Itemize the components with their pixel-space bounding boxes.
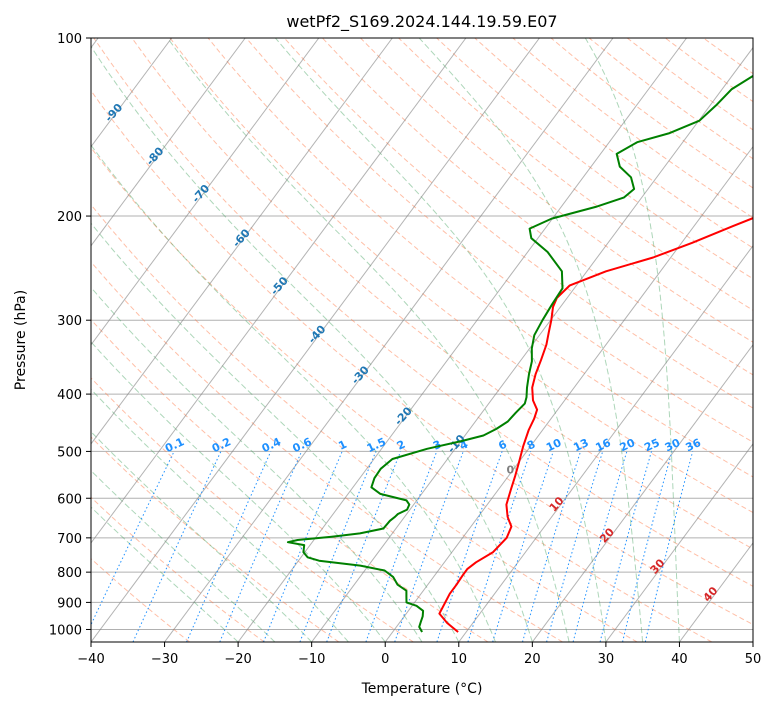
mixing-ratio-label: 25 <box>642 436 661 454</box>
y-tick-label: 1000 <box>49 623 82 638</box>
dry-adiabat <box>91 318 489 642</box>
y-axis-label: Pressure (hPa) <box>13 290 29 390</box>
isotherm <box>605 443 753 642</box>
y-tick-label: 800 <box>57 566 82 581</box>
dry-adiabat <box>91 436 340 642</box>
x-tick-label: 30 <box>598 652 615 667</box>
isotherm <box>91 38 320 346</box>
mixing-ratio-line <box>263 451 343 642</box>
mixing-ratio-label: 36 <box>684 436 704 454</box>
series-line-0 <box>438 217 753 633</box>
y-tick-label: 600 <box>57 492 82 507</box>
mixing-ratio-line <box>299 451 377 642</box>
isotherm-label: 0 <box>506 464 514 477</box>
dry-adiabat <box>169 38 753 514</box>
isotherm <box>237 38 687 642</box>
mixing-ratio-line <box>546 451 604 642</box>
isotherm <box>531 343 753 642</box>
y-tick-label: 500 <box>57 445 82 460</box>
dry-adiabat <box>245 38 753 443</box>
moist-adiabat <box>584 38 680 642</box>
isotherm <box>91 38 393 445</box>
x-tick-label: −10 <box>298 652 325 667</box>
y-tick-label: 300 <box>57 314 82 329</box>
mixing-ratio-label: 16 <box>593 436 613 454</box>
mixing-ratio-label: 20 <box>618 436 638 454</box>
dry-adiabat <box>91 203 638 642</box>
series-line-1 <box>286 74 753 633</box>
mixing-ratio-line <box>599 451 652 642</box>
mixing-ratio-label: 10 <box>544 436 564 454</box>
isotherm <box>91 38 246 247</box>
dry-adiabat <box>91 89 753 626</box>
x-tick-label: 40 <box>671 652 688 667</box>
x-tick-label: 50 <box>745 652 762 667</box>
moist-adiabat <box>91 144 497 642</box>
moist-adiabat <box>275 38 607 642</box>
mixing-ratio-line <box>326 451 402 642</box>
mixing-ratio-line <box>219 451 303 642</box>
profile-series <box>286 74 753 633</box>
mixing-ratio-line <box>394 451 464 642</box>
x-tick-label: −30 <box>151 652 178 667</box>
mixing-ratio-line <box>572 451 628 642</box>
mixing-ratio-label: 30 <box>663 436 683 454</box>
isotherm <box>91 38 173 148</box>
mixing-ratio-line <box>644 451 694 642</box>
moist-adiabat <box>91 388 349 642</box>
plot-frame <box>90 37 754 643</box>
mixing-ratio-line <box>186 451 272 642</box>
moist-adiabat <box>91 469 276 642</box>
moist-adiabat <box>91 222 460 642</box>
isotherm <box>91 38 540 642</box>
plot-background <box>91 38 753 642</box>
moist-adiabat <box>91 286 423 642</box>
mixing-ratio-label: 13 <box>571 436 590 454</box>
dry-adiabat <box>360 38 753 343</box>
dry-adiabat <box>91 558 191 642</box>
isotherm <box>164 38 614 642</box>
x-tick-label: 10 <box>451 652 468 667</box>
dry-adiabat <box>398 38 753 311</box>
y-tick-label: 400 <box>57 388 82 403</box>
dry-adiabat <box>207 38 753 478</box>
mixing-ratio-line <box>365 451 438 642</box>
x-tick-label: −40 <box>77 652 104 667</box>
dry-adiabat <box>91 146 713 642</box>
y-tick-label: 700 <box>57 532 82 547</box>
mixing-ratio-line <box>467 451 532 642</box>
moist-adiabat <box>91 341 386 642</box>
x-axis-label: Temperature (°C) <box>361 681 483 697</box>
mixing-ratio-line <box>622 451 673 642</box>
moist-adiabat <box>418 38 644 642</box>
isotherm <box>311 46 753 642</box>
x-tick-label: 20 <box>524 652 541 667</box>
chart-title: wetPf2_S169.2024.144.19.59.E07 <box>286 12 557 32</box>
x-tick-label: 0 <box>381 652 389 667</box>
axes: −40 −30 −20 −10 0 10 20 30 40 5010009008007006005… <box>49 32 761 667</box>
moist-adiabat <box>91 45 533 642</box>
isotherm <box>91 38 467 544</box>
mixing-ratio-line <box>492 451 554 642</box>
moist-adiabat <box>167 38 570 642</box>
y-tick-label: 200 <box>57 210 82 225</box>
x-tick-label: −20 <box>224 652 251 667</box>
y-tick-label: 100 <box>57 32 82 47</box>
mixing-ratio-line <box>522 451 582 642</box>
isotherm <box>384 145 753 642</box>
dry-adiabat <box>91 261 563 642</box>
isotherm <box>458 244 753 642</box>
y-tick-label: 900 <box>57 596 82 611</box>
